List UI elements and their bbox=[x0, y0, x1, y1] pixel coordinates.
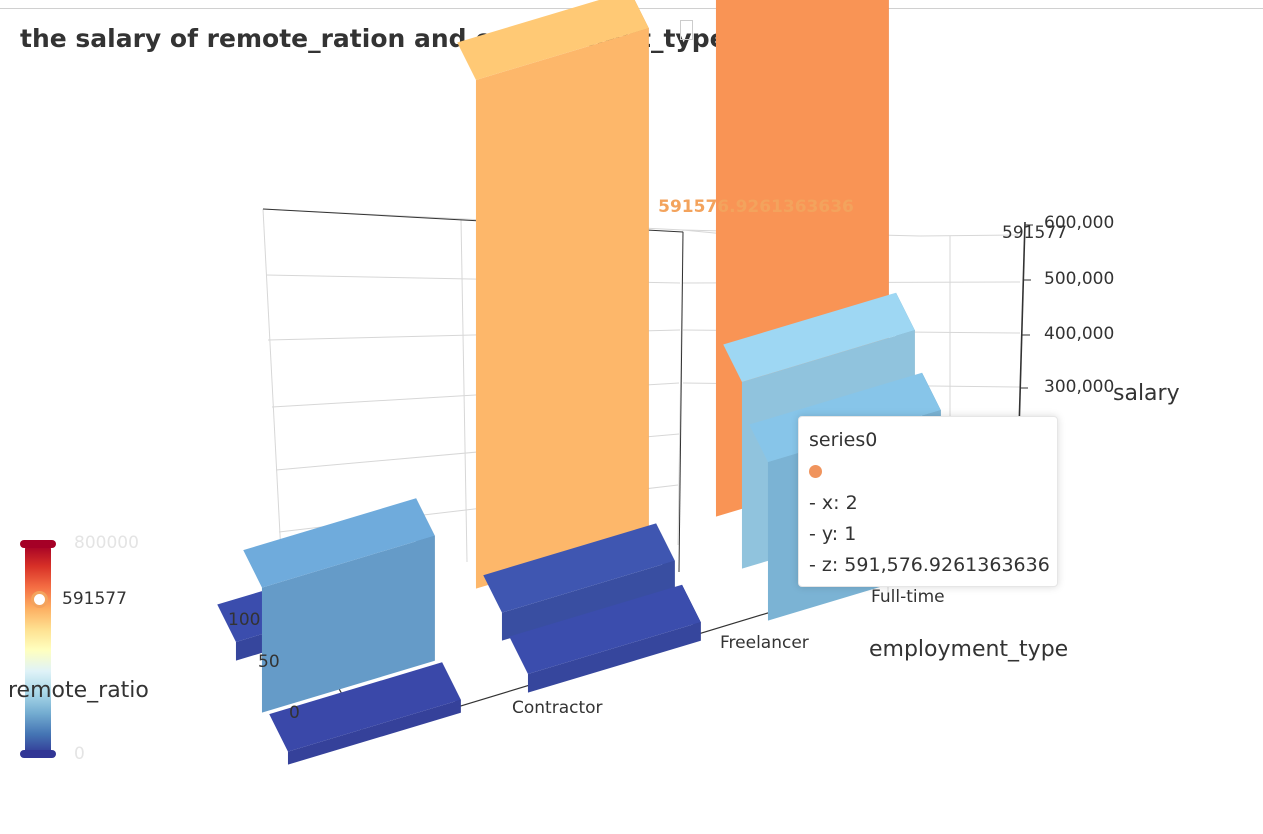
bar-value-label: 591576.9261363636 bbox=[658, 197, 854, 217]
bar-top-face[interactable] bbox=[243, 498, 435, 588]
visual-map-current-label: 591577 bbox=[62, 589, 127, 609]
tooltip: series0 - x: 2 - y: 1 - z: 591,576.92613… bbox=[798, 416, 1058, 587]
bar-freelancer-50[interactable] bbox=[483, 523, 675, 641]
y-tick-label: 50 bbox=[258, 652, 280, 672]
bar-front-face[interactable] bbox=[475, 28, 649, 589]
bar-front-face[interactable] bbox=[501, 560, 675, 641]
tooltip-marker-icon bbox=[809, 465, 822, 478]
x-axis-title: employment_type bbox=[869, 637, 1068, 662]
bar-top-face[interactable] bbox=[483, 523, 675, 613]
y-tick-label: 0 bbox=[289, 703, 300, 723]
visual-map-max-label: 800000 bbox=[74, 533, 139, 553]
x-tick-label: Contractor bbox=[512, 698, 603, 718]
z-axis-max-label: 591577 bbox=[1002, 223, 1067, 243]
tooltip-line: - z: 591,576.9261363636 bbox=[809, 554, 1050, 576]
visual-map-title: remote_ratio bbox=[8, 678, 149, 703]
y-tick-label: 100 bbox=[228, 610, 260, 630]
visual-map-bottom-handle[interactable] bbox=[20, 750, 56, 758]
bar-front-face[interactable] bbox=[287, 699, 461, 765]
x-tick-label: Full-time bbox=[871, 587, 945, 607]
bar-front-face[interactable] bbox=[261, 535, 435, 713]
tooltip-line: - y: 1 bbox=[809, 523, 857, 545]
x-tick-label: Freelancer bbox=[720, 633, 809, 653]
z-tick-label: 600,000 bbox=[1044, 213, 1114, 233]
z-tick-label: 400,000 bbox=[1044, 324, 1114, 344]
z-tick-label: 300,000 bbox=[1044, 377, 1114, 397]
visual-map-indicator bbox=[31, 591, 48, 608]
tooltip-series-name: series0 bbox=[809, 429, 878, 451]
visual-map-gradient[interactable] bbox=[25, 545, 51, 755]
bar-top-face[interactable] bbox=[723, 292, 915, 382]
back-vertical-edge bbox=[678, 231, 684, 573]
bar-contractor-50[interactable] bbox=[243, 498, 435, 713]
bar-contractor-0[interactable] bbox=[269, 662, 461, 765]
bar-freelancer-100[interactable] bbox=[457, 0, 649, 589]
z-axis-ticks bbox=[1020, 224, 1033, 389]
toolbox-box[interactable] bbox=[680, 20, 693, 40]
z-axis-title: salary bbox=[1113, 381, 1180, 406]
bar-top-face[interactable] bbox=[509, 584, 701, 674]
tooltip-line: - x: 2 bbox=[809, 492, 858, 514]
bar-front-face[interactable] bbox=[527, 622, 701, 693]
bar-top-face[interactable] bbox=[269, 662, 461, 752]
bar-freelancer-0[interactable] bbox=[509, 584, 701, 693]
visual-map-top-handle[interactable] bbox=[20, 540, 56, 548]
visual-map-min-label: 0 bbox=[74, 744, 85, 764]
bar-top-face[interactable] bbox=[457, 0, 649, 80]
z-tick-label: 500,000 bbox=[1044, 269, 1114, 289]
